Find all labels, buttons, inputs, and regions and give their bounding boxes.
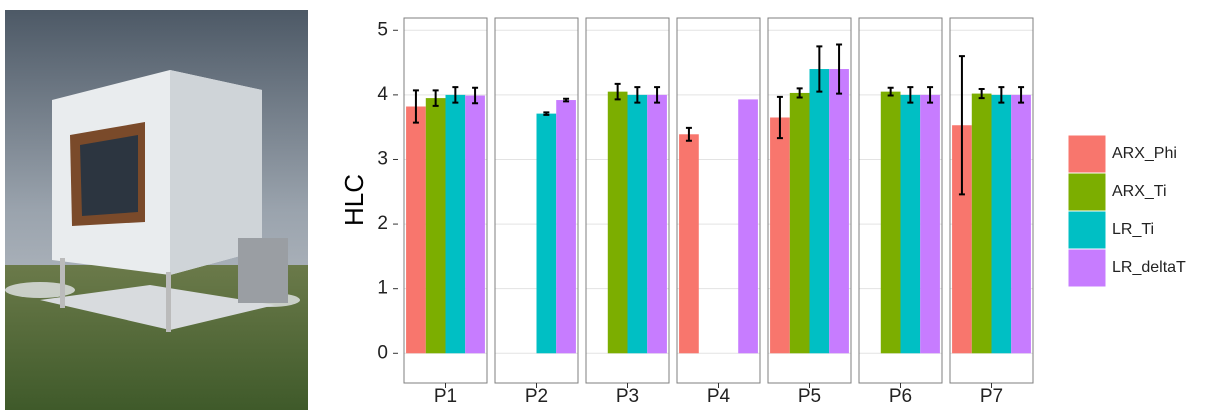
photo-window <box>80 135 138 216</box>
bar <box>627 94 648 354</box>
bar <box>406 106 426 354</box>
error-bar <box>927 86 934 104</box>
x-tick-label: P6 <box>889 386 912 407</box>
error-bar <box>998 86 1005 104</box>
bar <box>647 94 667 354</box>
error-bar <box>887 86 894 97</box>
x-tick-label: P1 <box>434 386 457 407</box>
bar <box>991 94 1012 354</box>
bar <box>920 94 940 354</box>
error-bar <box>614 82 621 101</box>
y-tick-label: 3 <box>377 148 388 169</box>
y-tick-label: 4 <box>377 84 388 105</box>
bar <box>809 69 830 354</box>
bar <box>556 100 576 354</box>
photo-snow <box>5 282 75 298</box>
error-bar <box>634 86 641 104</box>
legend-label: LR_deltaT <box>1112 259 1186 276</box>
error-bar <box>654 86 661 104</box>
error-bar <box>543 111 550 116</box>
photo-leg <box>60 258 65 308</box>
photo-equipment <box>238 238 288 303</box>
photo <box>5 10 308 410</box>
photo-cabin-side <box>170 70 262 275</box>
y-tick-label: 0 <box>377 342 388 363</box>
bar <box>536 113 557 354</box>
legend-label: ARX_Ti <box>1112 183 1167 200</box>
error-bar <box>776 95 783 140</box>
legend-key <box>1067 210 1107 250</box>
bar <box>465 95 485 354</box>
error-bar <box>796 87 803 99</box>
bar <box>829 69 849 354</box>
error-bar <box>958 55 965 196</box>
error-bar <box>907 86 914 104</box>
bar <box>679 134 699 354</box>
y-tick-label: 1 <box>377 278 388 299</box>
error-bar <box>978 88 985 100</box>
bar <box>738 99 758 354</box>
x-tick-label: P5 <box>798 386 821 407</box>
bar <box>607 91 628 354</box>
legend-key <box>1067 172 1107 212</box>
bar <box>789 92 810 354</box>
y-tick-label: 2 <box>377 213 388 234</box>
error-bar <box>1018 86 1025 104</box>
error-bar <box>412 89 419 124</box>
photo-leg <box>166 272 171 332</box>
error-bar <box>432 89 439 107</box>
legend-key <box>1067 134 1107 174</box>
bar <box>445 94 466 354</box>
error-bar <box>816 45 823 93</box>
bar <box>880 91 901 354</box>
bar <box>425 98 446 354</box>
bar <box>770 117 790 354</box>
legend-label: ARX_Phi <box>1112 145 1177 162</box>
bar <box>952 125 972 354</box>
bar <box>900 94 921 354</box>
error-bar <box>685 126 692 142</box>
x-tick-label: P4 <box>707 386 731 407</box>
y-axis-title: HLC <box>339 174 369 226</box>
error-bar <box>452 86 459 104</box>
y-tick-label: 5 <box>377 19 388 40</box>
error-bar <box>472 86 479 105</box>
x-tick-label: P2 <box>525 386 548 407</box>
x-tick-label: P7 <box>980 386 1003 407</box>
bar <box>1011 94 1031 354</box>
error-bar <box>836 43 843 95</box>
x-tick-label: P3 <box>616 386 639 407</box>
legend-key <box>1067 248 1107 288</box>
error-bar <box>563 97 570 103</box>
legend-label: LR_Ti <box>1112 221 1154 238</box>
photo-platform <box>40 285 275 330</box>
bar <box>971 93 992 354</box>
